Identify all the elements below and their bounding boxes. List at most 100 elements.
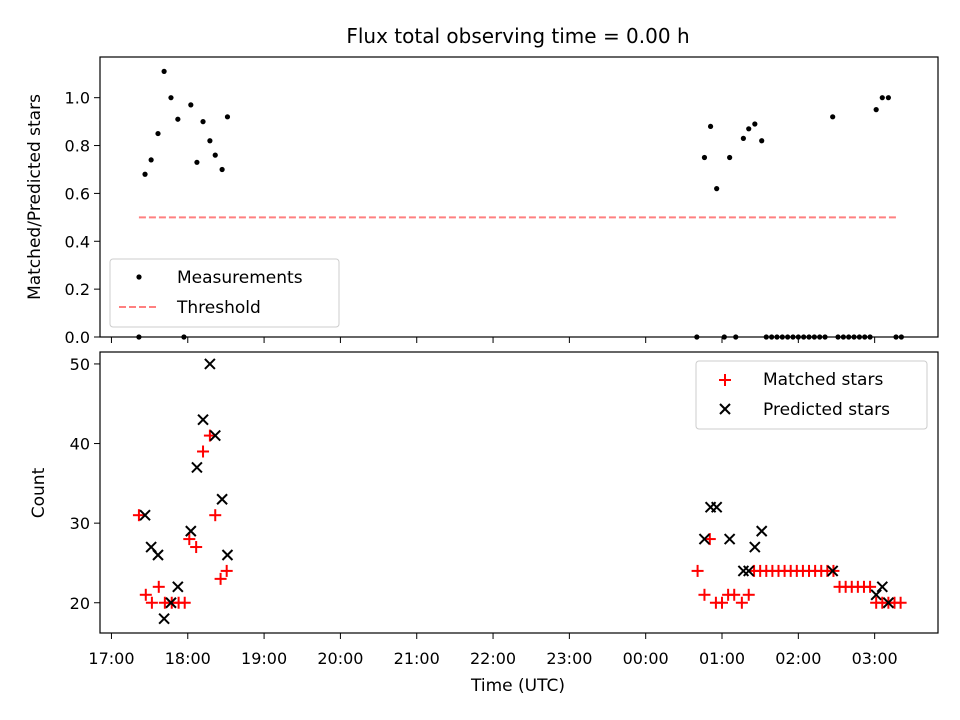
matched-star-marker — [716, 596, 729, 609]
measurement-point — [752, 121, 758, 127]
predicted-star-marker — [185, 525, 197, 537]
x-tick-label: 18:00 — [165, 649, 211, 668]
measurement-point — [811, 334, 817, 340]
legend-measurement-marker — [136, 274, 142, 280]
top-x-ticks — [110, 337, 876, 343]
measurement-point — [759, 138, 765, 144]
predicted-star-marker — [165, 597, 177, 609]
x-tick-label: 19:00 — [241, 649, 287, 668]
measurement-point — [830, 114, 836, 120]
measurement-point — [840, 334, 846, 340]
predicted-star-marker — [209, 429, 221, 442]
measurement-point — [721, 334, 727, 340]
measurement-point — [873, 107, 879, 113]
measurement-point — [893, 334, 899, 340]
top-y-tick-label: 0.0 — [65, 328, 90, 347]
matched-star-marker — [735, 596, 748, 609]
measurement-point — [707, 123, 714, 130]
predicted-star-marker — [710, 501, 723, 513]
measurement-point — [795, 334, 801, 340]
x-tick-label: 20:00 — [317, 649, 363, 668]
bottom-panel: 20 30 40 50 17:00 18:00 19:00 20:00 21:00 22:00 2… — [29, 351, 939, 696]
measurement-point — [188, 102, 194, 108]
bottom-x-axis: 17:00 18:00 19:00 20:00 21:00 22:00 23:00 00:00… — [88, 633, 898, 668]
measurement-point — [168, 95, 174, 101]
measurement-point — [822, 334, 828, 340]
measurement-point — [867, 334, 873, 340]
measurement-point — [181, 334, 187, 340]
matched-star-marker — [698, 588, 711, 601]
matched-star-marker — [214, 572, 227, 585]
predicted-star-marker — [197, 413, 209, 426]
measurement-point — [879, 95, 885, 101]
matched-star-marker — [220, 564, 233, 577]
measurement-point — [846, 334, 852, 340]
matched-star-marker — [197, 445, 210, 458]
predicted-stars-points — [139, 358, 895, 625]
top-y-tick-label: 0.2 — [65, 280, 90, 299]
figure-title: Flux total observing time = 0.00 h — [346, 24, 689, 48]
measurement-point — [779, 334, 785, 340]
top-y-tick-label: 1.0 — [65, 89, 90, 108]
bottom-y-tick-label: 40 — [70, 435, 90, 454]
measurement-point — [806, 334, 812, 340]
x-tick-label: 21:00 — [394, 649, 440, 668]
measurement-point — [733, 334, 739, 340]
measurement-point — [740, 135, 746, 141]
measurement-point — [746, 126, 752, 132]
matched-star-marker — [152, 580, 165, 593]
top-y-tick-label: 0.6 — [65, 184, 90, 203]
measurement-point — [200, 119, 206, 125]
measurement-point — [835, 334, 841, 340]
predicted-star-marker — [158, 612, 170, 625]
predicted-star-marker — [216, 493, 228, 505]
predicted-star-marker — [139, 509, 151, 521]
legend-predicted-marker — [719, 403, 731, 415]
measurement-point — [727, 154, 733, 161]
bottom-y-tick-label: 50 — [70, 355, 90, 374]
predicted-star-marker — [698, 533, 711, 545]
predicted-star-marker — [723, 533, 736, 545]
legend-matched-label: Matched stars — [763, 370, 883, 390]
predicted-star-marker — [870, 589, 882, 601]
measurement-point — [694, 334, 700, 340]
legend-measurements-label: Measurements — [177, 268, 303, 288]
bottom-y-axis: 20 30 40 50 — [70, 355, 100, 613]
matched-star-marker — [139, 588, 152, 601]
predicted-star-marker — [755, 525, 768, 537]
predicted-star-marker — [743, 565, 755, 577]
bottom-y-tick-label: 20 — [70, 594, 90, 613]
top-y-tick-label: 0.8 — [65, 137, 90, 156]
measurement-points — [136, 68, 904, 340]
predicted-star-marker — [152, 549, 164, 561]
bottom-y-label: Count — [29, 467, 49, 518]
measurement-point — [175, 116, 181, 122]
predicted-star-marker — [191, 461, 203, 474]
top-y-axis: 0.0 0.2 0.4 0.6 0.8 1.0 — [65, 89, 100, 347]
top-panel: 0.0 0.2 0.4 0.6 0.8 1.0 Matched/Predicted sta… — [25, 56, 939, 347]
matched-star-marker — [132, 509, 145, 522]
matched-star-marker — [190, 541, 203, 554]
bottom-legend: Matched stars Predicted stars — [695, 360, 928, 430]
measurement-point — [862, 334, 868, 340]
measurement-point — [898, 334, 904, 340]
measurement-point — [701, 154, 708, 161]
predicted-star-marker — [882, 597, 895, 609]
measurement-point — [142, 171, 148, 177]
measurement-point — [851, 334, 857, 340]
measurement-point — [207, 138, 213, 144]
predicted-star-marker — [204, 358, 216, 370]
top-y-label: Matched/Predicted stars — [25, 94, 45, 300]
measurement-point — [774, 334, 780, 340]
x-tick-label: 01:00 — [699, 649, 745, 668]
measurement-point — [161, 68, 167, 74]
measurement-point — [856, 334, 862, 340]
matched-star-marker — [742, 588, 755, 601]
matched-star-marker — [864, 580, 877, 593]
measurement-point — [136, 334, 142, 340]
matched-star-marker — [894, 596, 907, 609]
predicted-star-marker — [221, 549, 234, 561]
predicted-star-marker — [826, 565, 839, 577]
x-tick-label: 23:00 — [546, 649, 592, 668]
